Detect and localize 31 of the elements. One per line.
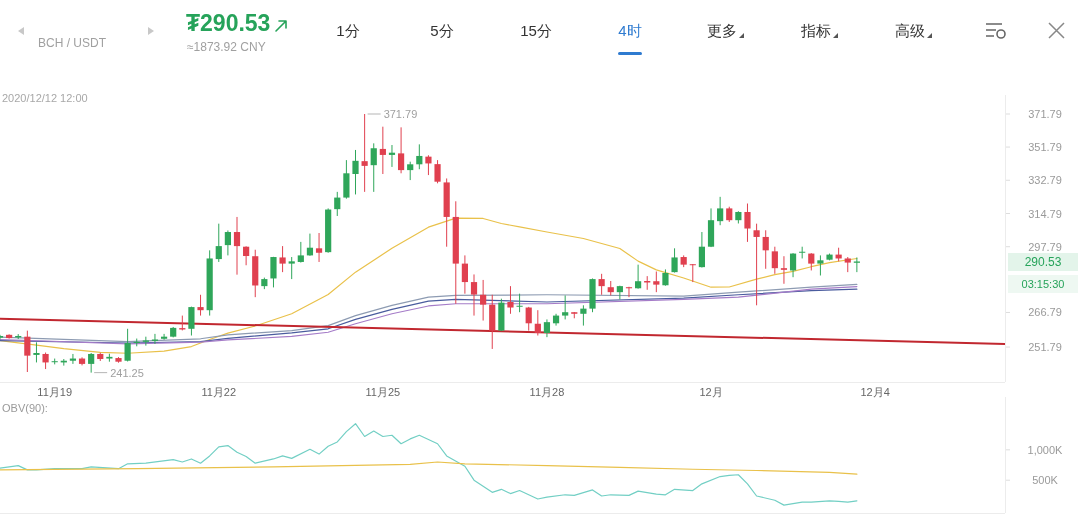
y-tick-label: 251.79 [1028,341,1062,354]
chart-title: BCH / USDT [38,36,107,50]
text: 4时 [618,22,642,39]
y-tick-label: 332.79 [1028,174,1062,187]
y-tick-label: 297.79 [1028,240,1062,253]
text: 290.53 [1024,255,1062,269]
y-tick-label: 1,000K [1027,443,1064,456]
annotation: 241.25 [110,366,144,379]
text: ≈1873.92 CNY [187,40,266,54]
y-tick-label: 314.79 [1028,207,1062,220]
y-tick-label: 266.79 [1028,306,1062,319]
x-tick-label: 11月19 [37,386,73,398]
text: 15分 [520,22,552,39]
text: 1分 [336,22,360,39]
text: 指标 [800,22,831,39]
x-tick-label: 11月22 [201,386,237,398]
text: 更多 [707,22,737,39]
text: 03:15:30 [1021,278,1065,290]
chart-title: OBV(90): [2,402,48,414]
x-tick-label: 11月25 [365,386,401,398]
x-tick-label: 12月 [699,386,723,398]
annotation: 371.79 [383,108,418,121]
x-tick-label: 11月28 [529,386,565,398]
x-tick-label: 12月4 [860,386,890,398]
chart-subtitle: ₮290.53 [186,10,271,36]
y-tick-label: 351.79 [1028,141,1062,154]
text: 5分 [430,22,454,39]
y-tick-label: 500K [1032,474,1059,487]
annotation: 2020/12/12 12:00 [2,92,88,104]
y-tick-label: 371.79 [1028,108,1062,121]
text: 高级 [895,22,925,39]
